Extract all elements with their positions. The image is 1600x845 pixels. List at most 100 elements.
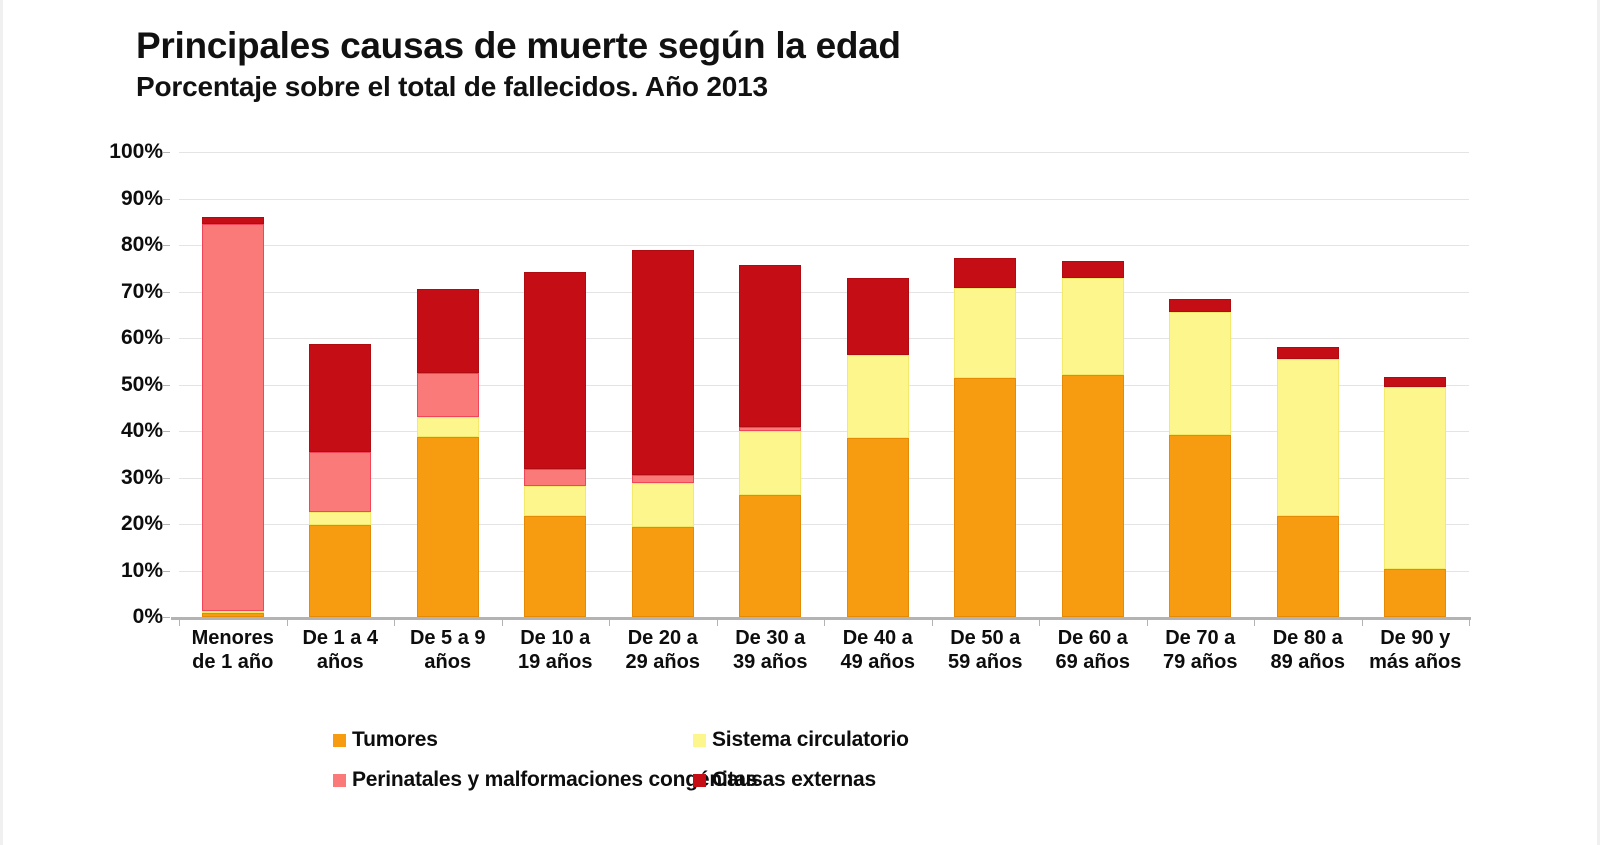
- bar-stack[interactable]: [1169, 298, 1232, 617]
- bar-group[interactable]: [932, 152, 1040, 617]
- segment-tumores[interactable]: [416, 436, 479, 617]
- y-axis-tick-mark: [163, 198, 170, 200]
- bar-group[interactable]: [824, 152, 932, 617]
- segment-sistema-circulatorio[interactable]: [1169, 311, 1232, 435]
- segment-tumores[interactable]: [1169, 434, 1232, 617]
- bar-group[interactable]: [1147, 152, 1255, 617]
- segment-sistema-circulatorio[interactable]: [1061, 278, 1124, 376]
- x-axis-tick-label-line: De 30 a: [735, 627, 806, 649]
- bar-stack[interactable]: [416, 288, 479, 617]
- x-axis-tick-label-line: de 1 año: [192, 651, 274, 674]
- segment-causas-externas[interactable]: [309, 343, 372, 452]
- bar-stack[interactable]: [631, 249, 694, 617]
- segment-tumores[interactable]: [1276, 516, 1339, 617]
- legend-swatch-icon: [693, 773, 706, 787]
- segment-tumores[interactable]: [309, 524, 372, 617]
- bar-group[interactable]: [717, 152, 825, 617]
- x-axis-tick-label: Menores de 1 año: [179, 626, 287, 675]
- segment-tumores[interactable]: [846, 437, 909, 617]
- segment-tumores[interactable]: [1384, 569, 1447, 617]
- x-axis-tick-label-line: De 20 a: [627, 627, 698, 649]
- bar-stack[interactable]: [739, 265, 802, 617]
- segment-causas-externas[interactable]: [1384, 376, 1447, 387]
- bar-stack[interactable]: [1384, 376, 1447, 617]
- segment-sistema-circulatorio[interactable]: [201, 611, 264, 614]
- x-axis-tick-label-line: más años: [1369, 651, 1462, 674]
- segment-sistema-circulatorio[interactable]: [739, 431, 802, 495]
- bar-group[interactable]: [287, 152, 395, 617]
- gridline: [179, 245, 1469, 246]
- segment-tumores[interactable]: [524, 515, 587, 617]
- bar-group[interactable]: [1254, 152, 1362, 617]
- segment-causas-externas[interactable]: [201, 216, 264, 224]
- gridline: [179, 570, 1469, 572]
- y-axis-tick-label: 60%: [120, 326, 163, 349]
- segment-perinatales[interactable]: [739, 427, 802, 432]
- page-title: Principales causas de muerte según la ed…: [136, 25, 901, 66]
- segment-tumores[interactable]: [739, 494, 802, 617]
- segment-causas-externas[interactable]: [846, 277, 909, 356]
- x-axis-tick-label-line: años: [316, 651, 364, 674]
- bar-group[interactable]: [1039, 152, 1147, 617]
- x-axis-tick-label-line: De 70 a: [1165, 627, 1236, 649]
- bar-stack[interactable]: [524, 272, 587, 617]
- legend-item-causas-externas[interactable]: Causas externas: [693, 768, 876, 792]
- y-axis-tick-mark: [163, 570, 170, 572]
- segment-sistema-circulatorio[interactable]: [416, 417, 479, 437]
- bar-stack[interactable]: [201, 216, 264, 617]
- segment-perinatales[interactable]: [309, 451, 372, 513]
- x-axis-tick-label: De 50 a 59 años: [932, 626, 1040, 675]
- bar-stack[interactable]: [1276, 347, 1339, 617]
- segment-perinatales[interactable]: [524, 469, 587, 486]
- segment-tumores[interactable]: [631, 526, 694, 617]
- legend-item-sistema-circulatorio[interactable]: Sistema circulatorio: [693, 728, 909, 752]
- segment-sistema-circulatorio[interactable]: [309, 512, 372, 525]
- segment-sistema-circulatorio[interactable]: [846, 355, 909, 438]
- segment-perinatales[interactable]: [416, 372, 479, 418]
- x-axis-tick-label: De 20 a 29 años: [609, 626, 717, 675]
- y-axis-tick-label: 70%: [120, 279, 163, 303]
- y-axis-tick-mark: [163, 152, 170, 153]
- x-axis-tick-mark: [286, 617, 288, 626]
- legend-item-perinatales[interactable]: Perinatales y malformaciones congénitas: [333, 768, 758, 792]
- bar-stack[interactable]: [846, 277, 909, 617]
- segment-tumores[interactable]: [201, 613, 264, 617]
- segment-sistema-circulatorio[interactable]: [1276, 359, 1339, 517]
- x-axis-tick-mark: [824, 617, 825, 626]
- bar-group[interactable]: [609, 152, 717, 617]
- segment-sistema-circulatorio[interactable]: [1384, 386, 1447, 570]
- gridline: [179, 431, 1469, 432]
- y-axis-tick-label: 30%: [120, 465, 163, 489]
- segment-causas-externas[interactable]: [524, 272, 587, 470]
- segment-perinatales[interactable]: [631, 475, 694, 483]
- x-axis-tick-mark: [1039, 617, 1040, 626]
- x-axis-labels: Menores de 1 año De 1 a 4 años De 5 a 9 años D…: [179, 617, 1470, 698]
- segment-causas-externas[interactable]: [1276, 347, 1339, 360]
- segment-causas-externas[interactable]: [1061, 261, 1124, 279]
- legend-label: Perinatales y malformaciones congénitas: [352, 768, 758, 791]
- x-axis-tick-mark: [1361, 617, 1363, 626]
- x-axis-tick-label-line: 49 años: [840, 651, 915, 674]
- segment-sistema-circulatorio[interactable]: [631, 482, 694, 527]
- bar-stack[interactable]: [954, 258, 1017, 617]
- x-axis-tick-label: De 5 a 9 años: [394, 626, 502, 675]
- segment-tumores[interactable]: [954, 378, 1017, 617]
- segment-causas-externas[interactable]: [416, 288, 479, 373]
- segment-causas-externas[interactable]: [1169, 298, 1232, 312]
- segment-causas-externas[interactable]: [954, 258, 1017, 288]
- segment-sistema-circulatorio[interactable]: [524, 485, 587, 516]
- x-axis-tick-mark: [501, 617, 503, 626]
- segment-perinatales[interactable]: [201, 223, 264, 612]
- bar-group[interactable]: [394, 152, 502, 617]
- segment-causas-externas[interactable]: [631, 249, 694, 476]
- bar-stack[interactable]: [309, 343, 372, 617]
- x-axis-tick-label-line: De 10 a: [520, 627, 591, 649]
- bar-group[interactable]: [502, 152, 610, 617]
- bar-stack[interactable]: [1061, 261, 1124, 617]
- segment-sistema-circulatorio[interactable]: [954, 287, 1017, 379]
- bar-group[interactable]: [1362, 152, 1470, 617]
- segment-causas-externas[interactable]: [739, 265, 802, 428]
- segment-tumores[interactable]: [1061, 375, 1124, 617]
- legend-item-tumores[interactable]: Tumores: [333, 728, 693, 752]
- bar-group[interactable]: [179, 152, 287, 617]
